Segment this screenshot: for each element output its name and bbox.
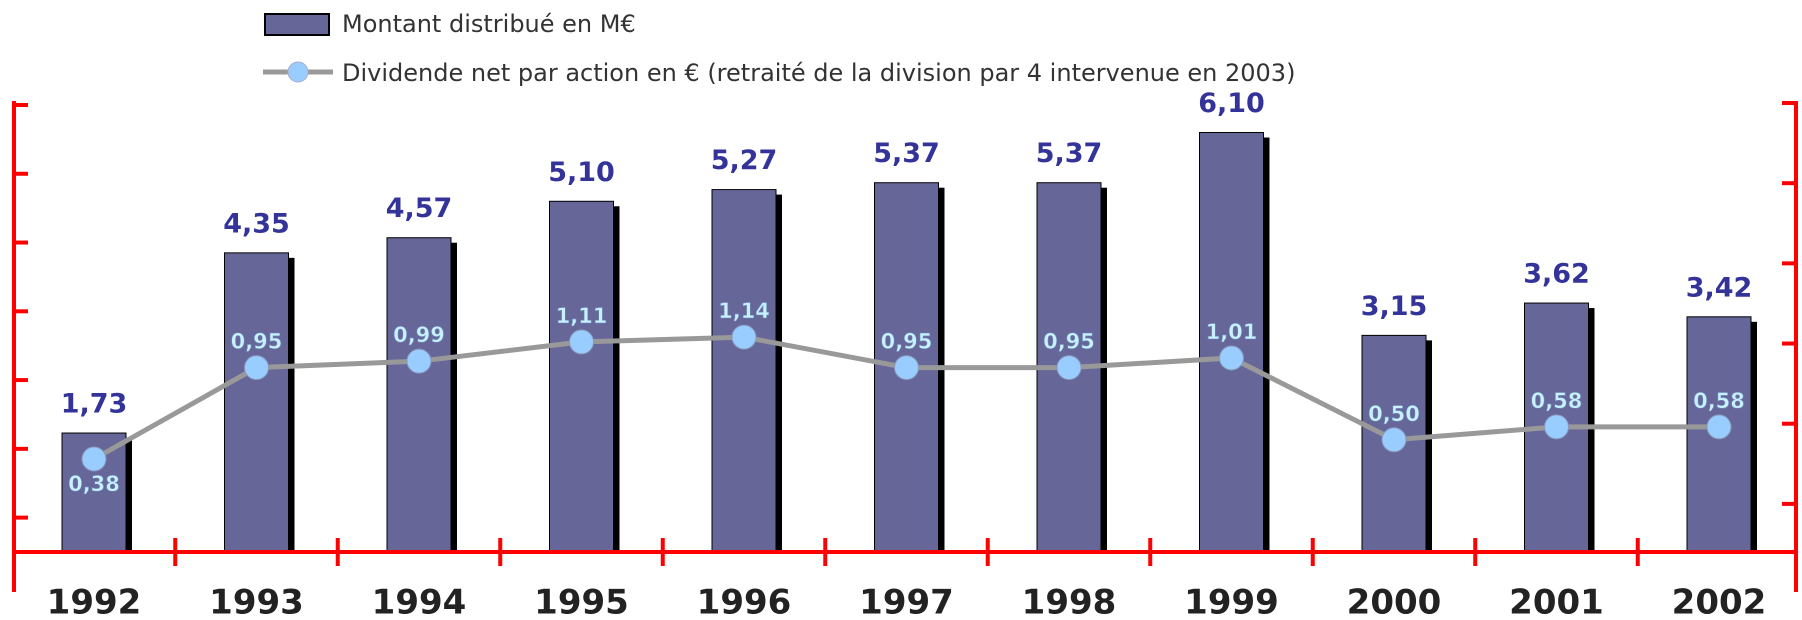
line-marker <box>569 329 594 355</box>
bar-label: 3,42 <box>1686 272 1753 303</box>
legend-label: Dividende net par action en € (retraité … <box>342 59 1295 87</box>
bar-label: 5,37 <box>1036 138 1103 169</box>
line-marker <box>244 355 269 381</box>
x-tick-label: 2002 <box>1672 583 1767 620</box>
bar-label: 3,62 <box>1523 259 1590 290</box>
line-marker <box>1544 414 1569 440</box>
bar <box>711 189 777 553</box>
x-tick-label: 1996 <box>697 583 792 620</box>
line-marker <box>1056 355 1082 381</box>
line-label: 1,14 <box>718 299 770 323</box>
line-label: 1,11 <box>556 304 608 328</box>
bar-label: 3,15 <box>1361 291 1428 322</box>
bar <box>1686 316 1752 553</box>
line-label: 0,95 <box>1043 330 1095 354</box>
legend-label: Montant distribué en M€ <box>342 10 636 38</box>
x-tick-label: 1992 <box>47 583 142 620</box>
bar-label: 5,37 <box>873 138 940 169</box>
bar-label: 4,35 <box>223 208 290 239</box>
bar <box>386 237 452 553</box>
line-marker <box>1219 345 1244 371</box>
x-tick-label: 1998 <box>1022 583 1117 620</box>
bar <box>1199 132 1264 553</box>
line-marker <box>1381 427 1407 453</box>
line-marker <box>406 348 432 374</box>
bar-label: 5,27 <box>711 145 778 176</box>
x-tick-label: 1993 <box>209 583 304 620</box>
bar <box>549 200 614 553</box>
bar-label: 6,10 <box>1198 88 1265 119</box>
x-tick-label: 2000 <box>1347 583 1442 620</box>
line-marker <box>81 446 107 472</box>
line-label: 0,99 <box>393 323 445 347</box>
line-label: 1,01 <box>1206 320 1258 344</box>
bar-label: 5,10 <box>548 157 615 188</box>
bar <box>224 252 289 553</box>
line-label: 0,38 <box>68 472 120 496</box>
bar-label: 4,57 <box>386 193 453 224</box>
x-tick-label: 2001 <box>1509 583 1604 620</box>
line-marker <box>731 324 757 350</box>
line-marker <box>894 355 919 381</box>
line-label: 0,50 <box>1368 402 1420 426</box>
line-marker <box>1706 414 1732 440</box>
line-label: 0,58 <box>1693 389 1745 413</box>
line-label: 0,95 <box>881 330 933 354</box>
x-tick-label: 1997 <box>859 583 954 620</box>
legend-marker <box>287 61 309 83</box>
line-label: 0,95 <box>231 330 283 354</box>
x-tick-label: 1999 <box>1184 583 1279 620</box>
x-tick-label: 1994 <box>372 583 467 620</box>
x-tick-label: 1995 <box>534 583 629 620</box>
line-label: 0,58 <box>1531 389 1583 413</box>
bar-label: 1,73 <box>61 389 128 420</box>
legend-swatch-bar <box>264 13 330 36</box>
